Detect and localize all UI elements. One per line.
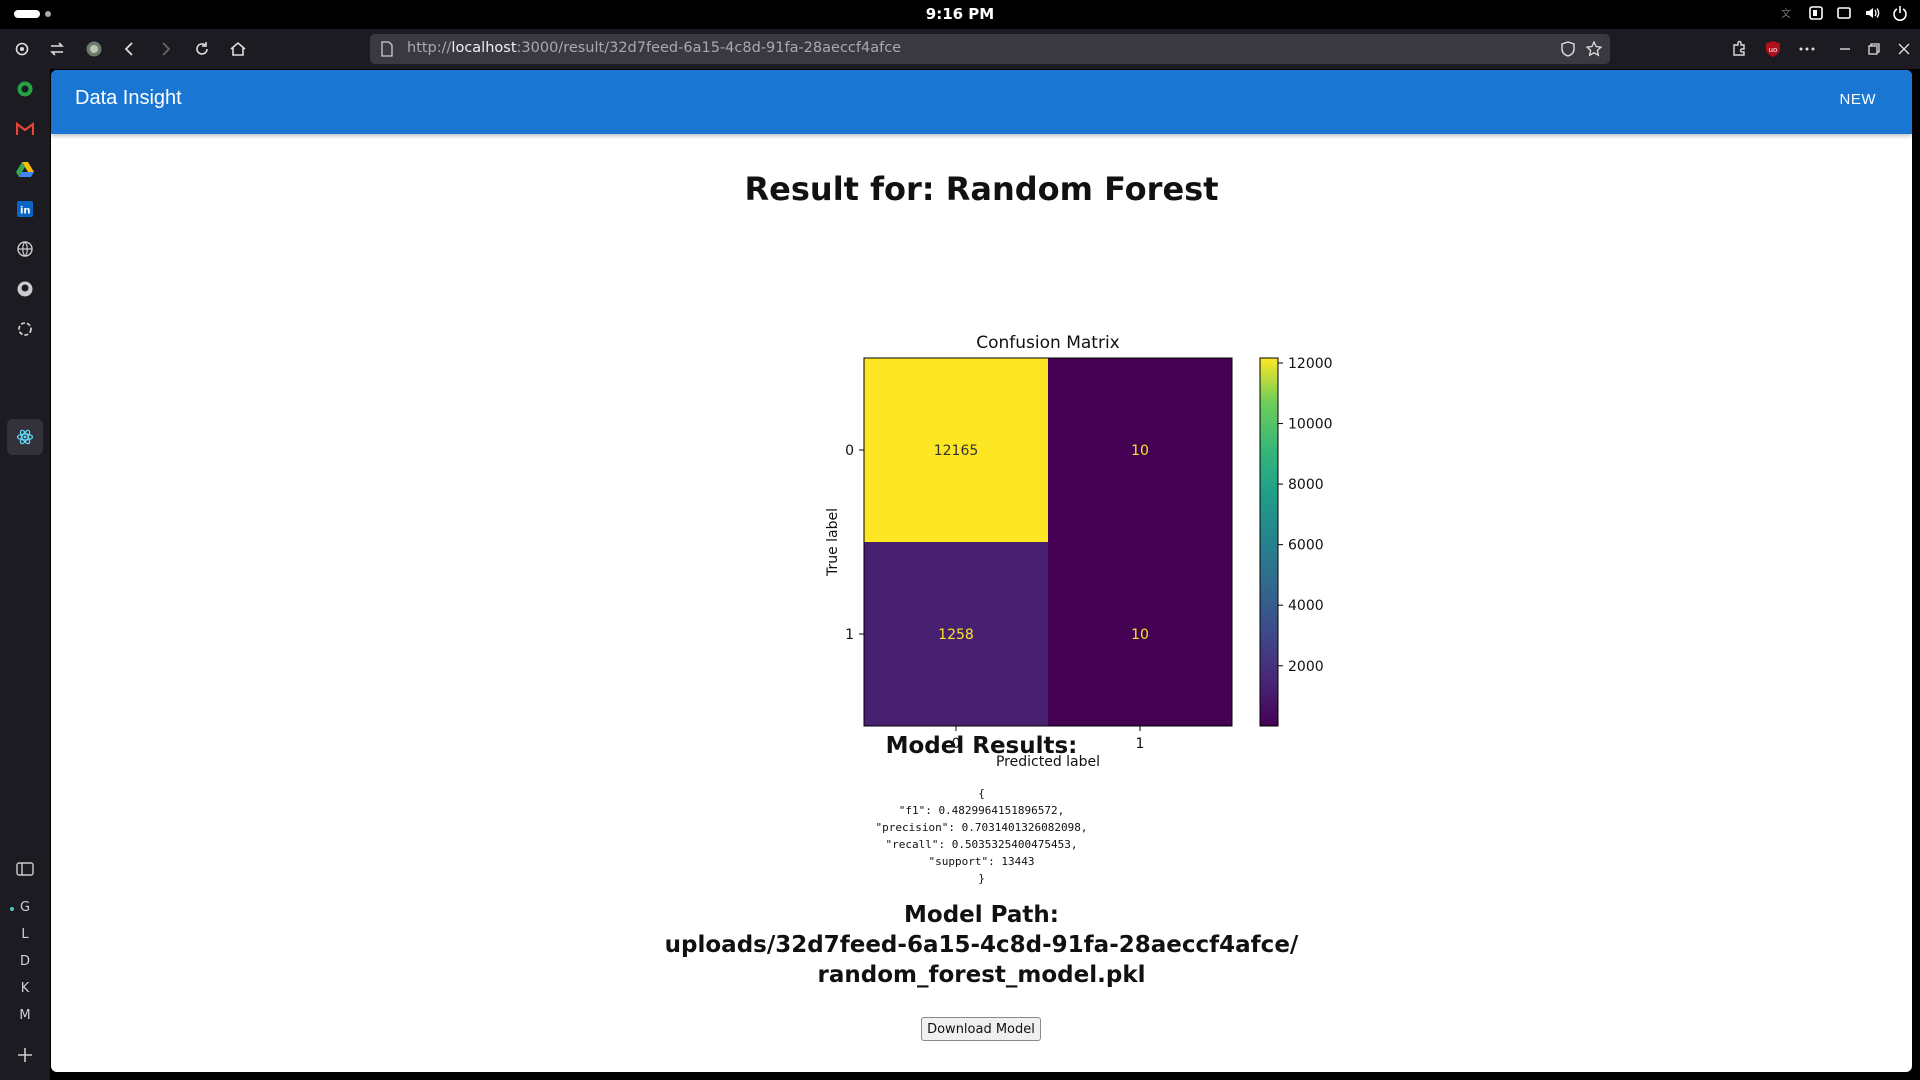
ublock-icon[interactable]: uo: [1761, 37, 1785, 61]
cell-value-label: 10: [1131, 443, 1149, 459]
json-line: "f1": 0.4829964151896572,: [898, 804, 1065, 817]
y-tick-label: 1: [845, 627, 854, 643]
result-heading: Result for: Random Forest: [744, 170, 1219, 208]
heatmap-cell: [1048, 542, 1232, 726]
window-icon[interactable]: [1808, 5, 1824, 21]
tracking-shield-icon[interactable]: [1560, 41, 1576, 61]
power-icon[interactable]: [1892, 5, 1908, 21]
volume-icon[interactable]: [1864, 5, 1880, 21]
home-icon[interactable]: [226, 37, 250, 61]
forward-icon[interactable]: [153, 37, 177, 61]
json-line: }: [978, 872, 985, 885]
extensions-icon[interactable]: [1727, 37, 1751, 61]
active-workspace-dot: [10, 907, 14, 911]
url-bar[interactable]: http://localhost:3000/result/32d7feed-6a…: [370, 34, 1610, 64]
url-host: localhost: [451, 40, 517, 56]
whatsapp-icon[interactable]: [14, 78, 36, 100]
json-line: "precision": 0.7031401326082098,: [875, 821, 1088, 834]
workspace-k[interactable]: K: [20, 981, 30, 996]
heatmap-cell: [1048, 358, 1232, 542]
bookmark-star-icon[interactable]: [1585, 40, 1603, 61]
account-avatar-icon[interactable]: [82, 37, 106, 61]
svg-text:文: 文: [1781, 7, 1791, 20]
new-button[interactable]: NEW: [1839, 91, 1876, 108]
translate-icon[interactable]: 文: [1780, 5, 1796, 21]
download-model-button[interactable]: Download Model: [921, 1017, 1041, 1041]
x-axis-label: Predicted label: [996, 754, 1100, 770]
settings-icon[interactable]: [10, 37, 34, 61]
x-tick-label: 0: [952, 736, 961, 752]
url-prefix: http://: [407, 40, 452, 56]
model-path-block: Model Path: uploads/32d7feed-6a15-4c8d-9…: [51, 900, 1912, 990]
restore-icon[interactable]: [1862, 37, 1886, 61]
web-page: Data Insight NEW Result for: Random Fore…: [51, 70, 1912, 1072]
colorbar-tick-label: 12000: [1288, 356, 1333, 372]
url-path: :3000/result/32d7feed-6a15-4c8d-91fa-28a…: [516, 40, 902, 56]
workspace-dot: [45, 11, 51, 17]
model-path-heading: Model Path:: [904, 902, 1059, 928]
activities-indicator[interactable]: [14, 10, 40, 18]
system-tray: 文: [1780, 5, 1908, 21]
clock[interactable]: 9:16 PM: [925, 5, 995, 23]
model-path-line-1: uploads/32d7feed-6a15-4c8d-91fa-28aeccf4…: [664, 932, 1299, 958]
svg-text:in: in: [20, 206, 31, 217]
heatmap-cell: [864, 542, 1048, 726]
google-drive-icon[interactable]: [14, 158, 36, 180]
heatmap-cells: 12165 10 1258 10: [863, 357, 1233, 727]
json-line: "recall": 0.5035325400475453,: [885, 838, 1078, 851]
linkedin-icon[interactable]: in: [14, 198, 36, 220]
openai-icon[interactable]: [14, 318, 36, 340]
axis-ticks: 0 1 0 1: [845, 443, 1144, 752]
colorbar-tick-label: 2000: [1288, 659, 1324, 675]
colorbar: [1259, 357, 1279, 727]
workspace-g[interactable]: G: [0, 900, 50, 915]
browser-sidebar: in G L D K M: [0, 69, 50, 1080]
x-tick-label: 1: [1136, 736, 1145, 752]
json-line: "support": 13443: [928, 855, 1035, 868]
y-axis-label: True label: [825, 508, 841, 577]
colorbar-ticks: 2000 4000 6000 8000 10000 12000: [1278, 356, 1333, 675]
app-title[interactable]: Data Insight: [75, 87, 182, 109]
cell-value-label: 12165: [934, 443, 979, 459]
y-tick-label: 0: [845, 443, 854, 459]
model-results-json: { "f1": 0.4829964151896572, "precision": 0…: [51, 785, 1912, 887]
close-window-icon[interactable]: [1892, 37, 1916, 61]
os-top-bar: 9:16 PM 文: [0, 0, 1920, 29]
json-line: {: [978, 787, 985, 800]
more-menu-icon[interactable]: [1795, 37, 1819, 61]
gmail-icon[interactable]: [14, 118, 36, 140]
workspace-l[interactable]: L: [21, 927, 29, 942]
react-devtools-icon[interactable]: [14, 426, 36, 448]
workspace-d[interactable]: D: [19, 954, 30, 969]
workspace-m[interactable]: M: [19, 1008, 31, 1023]
browser-toolbar: http://localhost:3000/result/32d7feed-6a…: [0, 29, 1920, 69]
add-icon[interactable]: [14, 1044, 36, 1066]
url-text[interactable]: http://localhost:3000/result/32d7feed-6a…: [407, 40, 901, 56]
heatmap-cell: [864, 358, 1048, 542]
model-path-line-2: random_forest_model.pkl: [817, 962, 1146, 988]
colorbar-tick-label: 4000: [1288, 598, 1324, 614]
chart-title: Confusion Matrix: [976, 333, 1120, 353]
globe-icon[interactable]: [14, 238, 36, 260]
colorbar-tick-label: 8000: [1288, 477, 1324, 493]
sidebar-toggle-icon[interactable]: [14, 858, 36, 880]
page-icon: [380, 41, 394, 61]
minimize-icon[interactable]: [1833, 37, 1857, 61]
colorbar-tick-label: 10000: [1288, 417, 1333, 433]
back-icon[interactable]: [118, 37, 142, 61]
ublock-badge: uo: [1769, 46, 1778, 54]
sync-tabs-icon[interactable]: [45, 37, 69, 61]
model-results-heading: Model Results:: [885, 733, 1078, 759]
colorbar-tick-label: 6000: [1288, 538, 1324, 554]
cell-value-label: 10: [1131, 627, 1149, 643]
cell-value-label: 1258: [938, 627, 974, 643]
reload-icon[interactable]: [190, 37, 214, 61]
screen-icon[interactable]: [1836, 5, 1852, 21]
heatmap-frame: [863, 357, 1233, 727]
github-icon[interactable]: [14, 278, 36, 300]
app-bar: Data Insight NEW: [51, 70, 1912, 134]
